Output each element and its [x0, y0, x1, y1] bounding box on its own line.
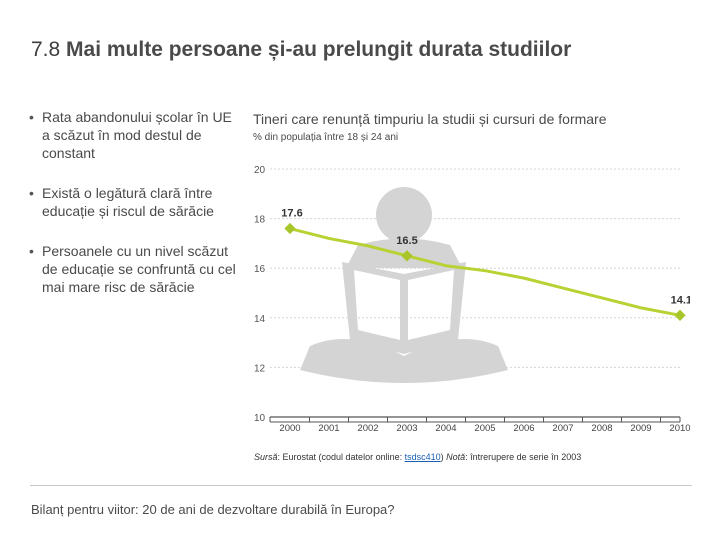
dataset-code-link[interactable]: tsdsc410 — [404, 452, 441, 462]
note-label: Notă — [446, 452, 466, 462]
data-point-marker — [284, 222, 296, 235]
slide-title: 7.8 Mai multe persoane și-au prelungit d… — [31, 38, 571, 62]
y-tick-label: 14 — [254, 314, 266, 325]
footer-text: Bilanț pentru viitor: 20 de ani de dezvo… — [31, 502, 395, 517]
source-text: : Eurostat (codul datelor online: — [277, 452, 405, 462]
source-after: ) — [440, 452, 447, 462]
x-tick-label: 2009 — [630, 423, 651, 434]
x-tick-label: 2005 — [474, 423, 495, 434]
y-tick-label: 12 — [254, 363, 266, 374]
x-tick-label: 2006 — [513, 423, 534, 434]
x-tick-label: 2010 — [669, 423, 690, 434]
x-tick-label: 2004 — [435, 423, 456, 434]
reading-person-icon — [300, 187, 508, 383]
y-tick-label: 20 — [254, 165, 266, 176]
slide-title-text: Mai multe persoane și-au prelungit durat… — [66, 38, 572, 61]
x-tick-label: 2008 — [591, 423, 612, 434]
x-tick-label: 2003 — [396, 423, 417, 434]
bullet-item: Persoanele cu un nivel scăzut de educați… — [26, 242, 241, 296]
x-tick-label: 2002 — [357, 423, 378, 434]
line-chart: 20 18 16 14 12 10 2000 2001 2002 2003 2004 2005 2006… — [254, 165, 690, 434]
chart-subtitle: % din populația între 18 și 24 ani — [253, 132, 399, 143]
data-label: 14.1 — [671, 294, 690, 306]
footer-divider — [30, 485, 692, 486]
note-text: : întrerupere de serie în 2003 — [465, 452, 582, 462]
x-tick-label: 2001 — [318, 423, 339, 434]
x-tick-label: 2000 — [279, 423, 300, 434]
y-tick-label: 18 — [254, 215, 266, 226]
y-tick-label: 16 — [254, 264, 266, 275]
data-label: 17.6 — [281, 208, 302, 220]
source-note: Sursă: Eurostat (codul datelor online: t… — [254, 452, 581, 462]
x-tick-label: 2007 — [552, 423, 573, 434]
bullet-list: Rata abandonului școlar în UE a scăzut î… — [26, 108, 241, 296]
bullet-item: Există o legătură clară între educație ș… — [26, 184, 241, 220]
bullet-item: Rata abandonului școlar în UE a scăzut î… — [26, 108, 241, 162]
source-label: Sursă — [254, 452, 278, 462]
y-tick-label: 10 — [254, 413, 266, 424]
data-point-marker — [674, 309, 686, 321]
slide-number: 7.8 — [31, 38, 61, 61]
data-label: 16.5 — [396, 235, 417, 247]
series-line — [289, 227, 681, 317]
chart-title: Tineri care renunță timpuriu la studii ș… — [253, 111, 607, 127]
